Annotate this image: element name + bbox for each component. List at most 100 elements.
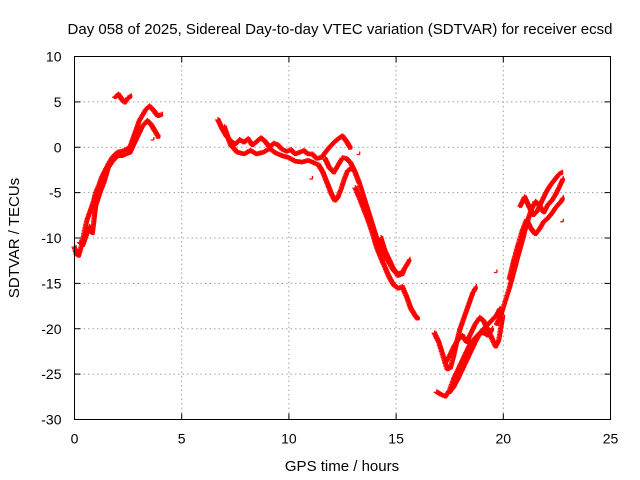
data-point [317, 164, 321, 169]
data-point [148, 122, 153, 127]
data-point [411, 311, 416, 316]
data-point [300, 147, 305, 152]
data-point [315, 162, 320, 167]
data-point [215, 117, 219, 121]
data-point [433, 334, 438, 339]
data-point [341, 135, 345, 140]
y-tick-labels: -30 -25 -20 -15 -10 -5 0 5 10 [41, 49, 61, 428]
data-point [148, 105, 153, 110]
data-point [232, 147, 237, 152]
x-tick-label: 25 [603, 431, 619, 447]
data-point [479, 317, 484, 322]
data-point [258, 135, 262, 139]
data-point [560, 195, 564, 199]
data-point [311, 153, 316, 158]
data-point [345, 142, 350, 147]
data-point [145, 119, 150, 123]
data-point [380, 260, 385, 265]
data-point [437, 391, 441, 395]
data-point [230, 145, 235, 150]
data-point [117, 95, 122, 99]
data-point [266, 146, 271, 150]
x-axis-title: GPS time / hours [285, 458, 399, 475]
data-point [149, 106, 154, 111]
data-point [394, 271, 399, 276]
data-point [155, 133, 160, 138]
data-point [151, 127, 156, 131]
data-point [407, 256, 411, 261]
data-point [478, 316, 483, 321]
data-point [156, 135, 160, 139]
data-point [532, 198, 537, 203]
data-point [388, 277, 392, 282]
data-point [236, 137, 241, 141]
y-tick-label: -15 [41, 275, 61, 291]
data-point [436, 390, 440, 395]
data-point [146, 120, 151, 124]
data-point [561, 197, 565, 201]
data-point [128, 93, 132, 98]
data-point [290, 149, 294, 153]
data-point [152, 110, 157, 114]
data-point [309, 151, 314, 156]
data-points [71, 91, 565, 399]
data-point [460, 334, 465, 338]
data-point [347, 159, 351, 164]
data-point [391, 268, 396, 272]
data-point [119, 97, 124, 101]
data-point [497, 305, 501, 310]
data-point [474, 286, 478, 291]
data-point [116, 92, 120, 97]
data-point [390, 281, 394, 285]
y-tick-label: 10 [46, 49, 62, 65]
y-tick-label: 0 [54, 139, 62, 155]
data-point [391, 266, 395, 271]
data-point [344, 157, 349, 161]
data-point [483, 331, 487, 336]
data-point [246, 137, 250, 142]
data-point [287, 155, 291, 160]
data-point [342, 136, 346, 141]
data-point [228, 142, 232, 147]
y-tick-label: 5 [54, 94, 62, 110]
data-point [270, 148, 275, 153]
data-point [526, 204, 531, 209]
data-point [340, 134, 345, 139]
data-point [385, 272, 390, 276]
data-point [264, 141, 268, 145]
data-point [345, 141, 349, 145]
data-point [237, 137, 242, 142]
data-point [75, 248, 80, 253]
data-point [345, 158, 350, 162]
data-point [402, 268, 407, 272]
data-point [229, 144, 234, 149]
data-point [260, 137, 264, 141]
data-point [411, 310, 415, 315]
data-point [312, 154, 317, 159]
data-point [407, 259, 412, 263]
data-point [228, 143, 233, 148]
data-point [387, 276, 392, 280]
data-point [409, 308, 414, 312]
data-point [150, 107, 155, 112]
data-point [560, 176, 564, 180]
data-point [414, 314, 418, 319]
data-point [344, 140, 349, 144]
data-point [491, 341, 496, 345]
data-point [346, 143, 351, 148]
data-point [473, 284, 478, 288]
data-point [343, 156, 348, 160]
data-point [560, 218, 564, 223]
x-tick-label: 5 [178, 431, 186, 447]
data-point [247, 139, 252, 144]
data-point [276, 143, 280, 148]
data-point [533, 199, 538, 204]
data-point [262, 138, 266, 143]
data-point [267, 147, 272, 151]
data-point [391, 282, 395, 286]
y-tick-label: -5 [49, 185, 62, 201]
y-tick-label: -20 [41, 321, 61, 337]
data-point [304, 150, 308, 155]
data-point [288, 147, 292, 151]
data-point [339, 133, 344, 138]
